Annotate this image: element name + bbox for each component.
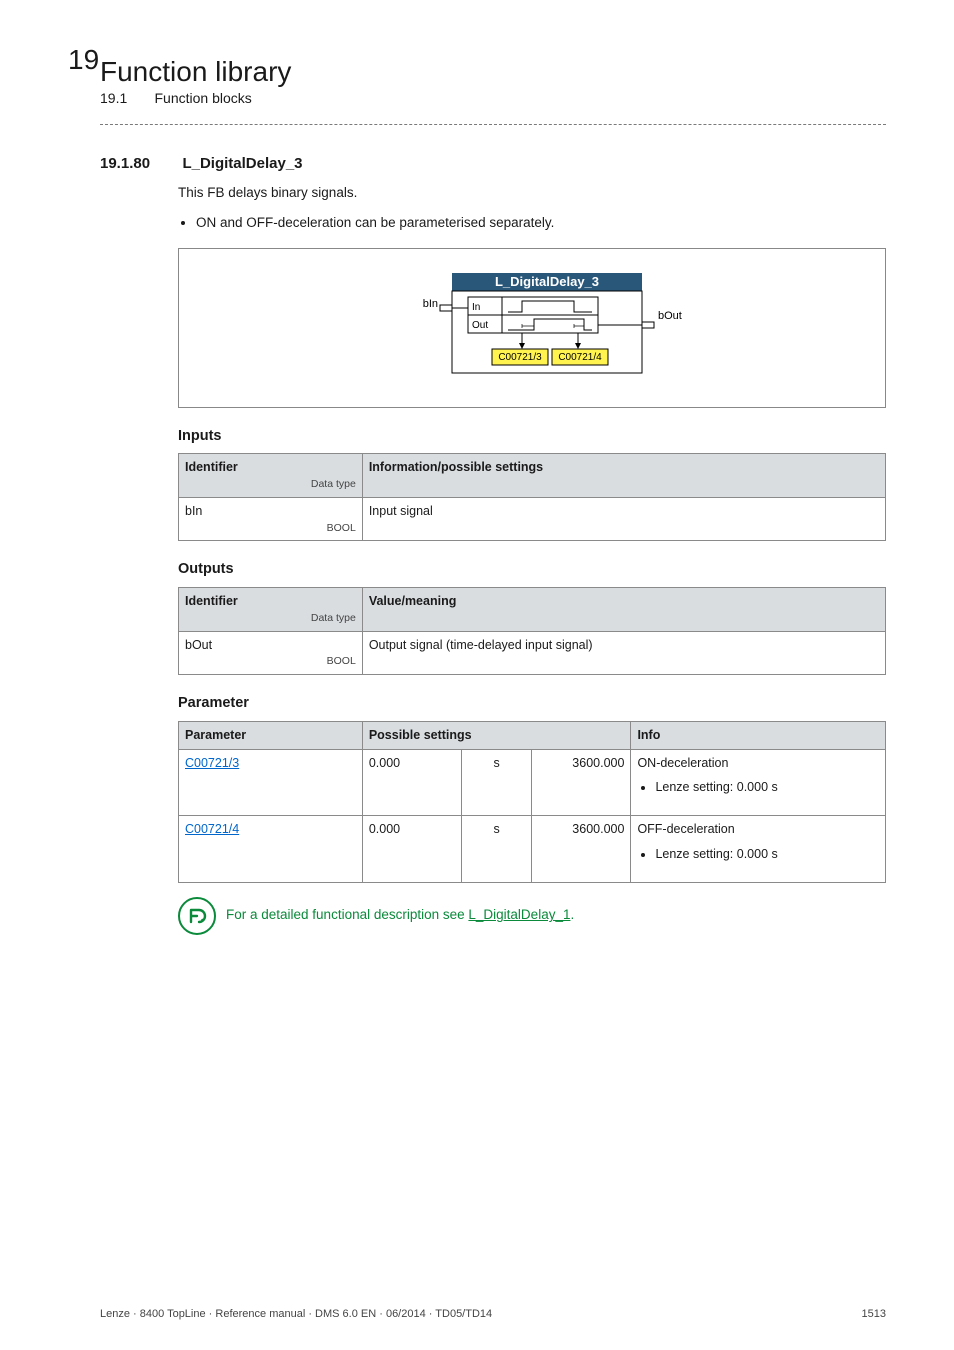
params-r1-max: 3600.000 <box>532 816 631 883</box>
outputs-table: Identifier Data type Value/meaning bOut … <box>178 587 886 675</box>
chapter-title: Function library <box>100 56 886 88</box>
section-intro: This FB delays binary signals. <box>178 183 886 203</box>
chapter-number: 19 <box>68 44 99 76</box>
params-r1-info: OFF-deceleration Lenze setting: 0.000 s <box>631 816 886 883</box>
inputs-row0-info: Input signal <box>362 497 885 541</box>
block-diagram-frame: L_DigitalDelay_3 bIn In Out <box>178 248 886 408</box>
params-r1-min: 0.000 <box>362 816 461 883</box>
code-left: C00721/3 <box>498 352 542 363</box>
chapter-subnumber: 19.1 <box>100 90 127 106</box>
section-number: 19.1.80 <box>100 155 178 172</box>
chapter-subname: Function blocks <box>154 90 251 106</box>
inputs-row0-dt: BOOL <box>185 521 356 537</box>
footer-left: Lenze · 8400 TopLine · Reference manual … <box>100 1308 492 1320</box>
params-r0-unit: s <box>461 749 532 816</box>
tip-text: For a detailed functional description se… <box>226 905 574 925</box>
section-bullets: ON and OFF-deceleration can be parameter… <box>178 213 886 233</box>
params-col-p: Parameter <box>179 721 363 749</box>
tip-icon <box>178 897 216 935</box>
inputs-table: Identifier Data type Information/possibl… <box>178 453 886 541</box>
port-in-label: bIn <box>423 298 438 310</box>
outputs-row0-id: bOut <box>185 638 212 652</box>
inputs-heading: Inputs <box>178 426 886 448</box>
params-r1-unit: s <box>461 816 532 883</box>
tip-row: For a detailed functional description se… <box>178 897 886 935</box>
outputs-row0-dt: BOOL <box>185 654 356 670</box>
arrow-right-head <box>575 343 581 349</box>
tip-link[interactable]: L_DigitalDelay_1 <box>468 907 570 922</box>
outputs-heading: Outputs <box>178 559 886 581</box>
params-r0-min: 0.000 <box>362 749 461 816</box>
chapter-subtitle: 19.1 Function blocks <box>100 90 886 106</box>
inputs-col-id: Identifier <box>185 460 238 474</box>
params-r0-info: ON-deceleration Lenze setting: 0.000 s <box>631 749 886 816</box>
code-right: C00721/4 <box>558 352 602 363</box>
outputs-col-info: Value/meaning <box>362 588 885 632</box>
io-out: Out <box>472 320 488 331</box>
io-in: In <box>472 302 480 313</box>
params-col-info: Info <box>631 721 886 749</box>
inputs-row0-id: bIn <box>185 504 202 518</box>
table-row: bIn BOOL Input signal <box>179 497 886 541</box>
params-table: Parameter Possible settings Info C00721/… <box>178 721 886 883</box>
port-out-label: bOut <box>658 310 682 322</box>
table-row: C00721/3 0.000 s 3600.000 ON-deceleratio… <box>179 749 886 816</box>
inputs-col-info: Information/possible settings <box>362 454 885 498</box>
block-diagram-svg: L_DigitalDelay_3 bIn In Out <box>352 267 712 387</box>
page-footer: Lenze · 8400 TopLine · Reference manual … <box>100 1308 886 1320</box>
table-row: C00721/4 0.000 s 3600.000 OFF-decelerati… <box>179 816 886 883</box>
table-header-row: Identifier Data type Information/possibl… <box>179 454 886 498</box>
separator-rule <box>100 124 886 125</box>
port-in-terminal <box>440 305 452 311</box>
diagram-title: L_DigitalDelay_3 <box>495 274 599 289</box>
inputs-col-dt: Data type <box>185 477 356 493</box>
table-header-row: Identifier Data type Value/meaning <box>179 588 886 632</box>
footer-page: 1513 <box>862 1308 886 1320</box>
outputs-row0-info: Output signal (time-delayed input signal… <box>362 631 885 675</box>
port-out-terminal <box>642 322 654 328</box>
section-bullet: ON and OFF-deceleration can be parameter… <box>196 213 886 233</box>
arrow-left-head <box>519 343 525 349</box>
table-row: bOut BOOL Output signal (time-delayed in… <box>179 631 886 675</box>
param-link-0[interactable]: C00721/3 <box>185 756 239 770</box>
outputs-col-id: Identifier <box>185 594 238 608</box>
params-r0-max: 3600.000 <box>532 749 631 816</box>
param-link-1[interactable]: C00721/4 <box>185 822 239 836</box>
section-name: L_DigitalDelay_3 <box>182 155 302 172</box>
params-heading: Parameter <box>178 693 886 715</box>
outputs-col-dt: Data type <box>185 611 356 627</box>
params-col-ps: Possible settings <box>362 721 631 749</box>
table-header-row: Parameter Possible settings Info <box>179 721 886 749</box>
